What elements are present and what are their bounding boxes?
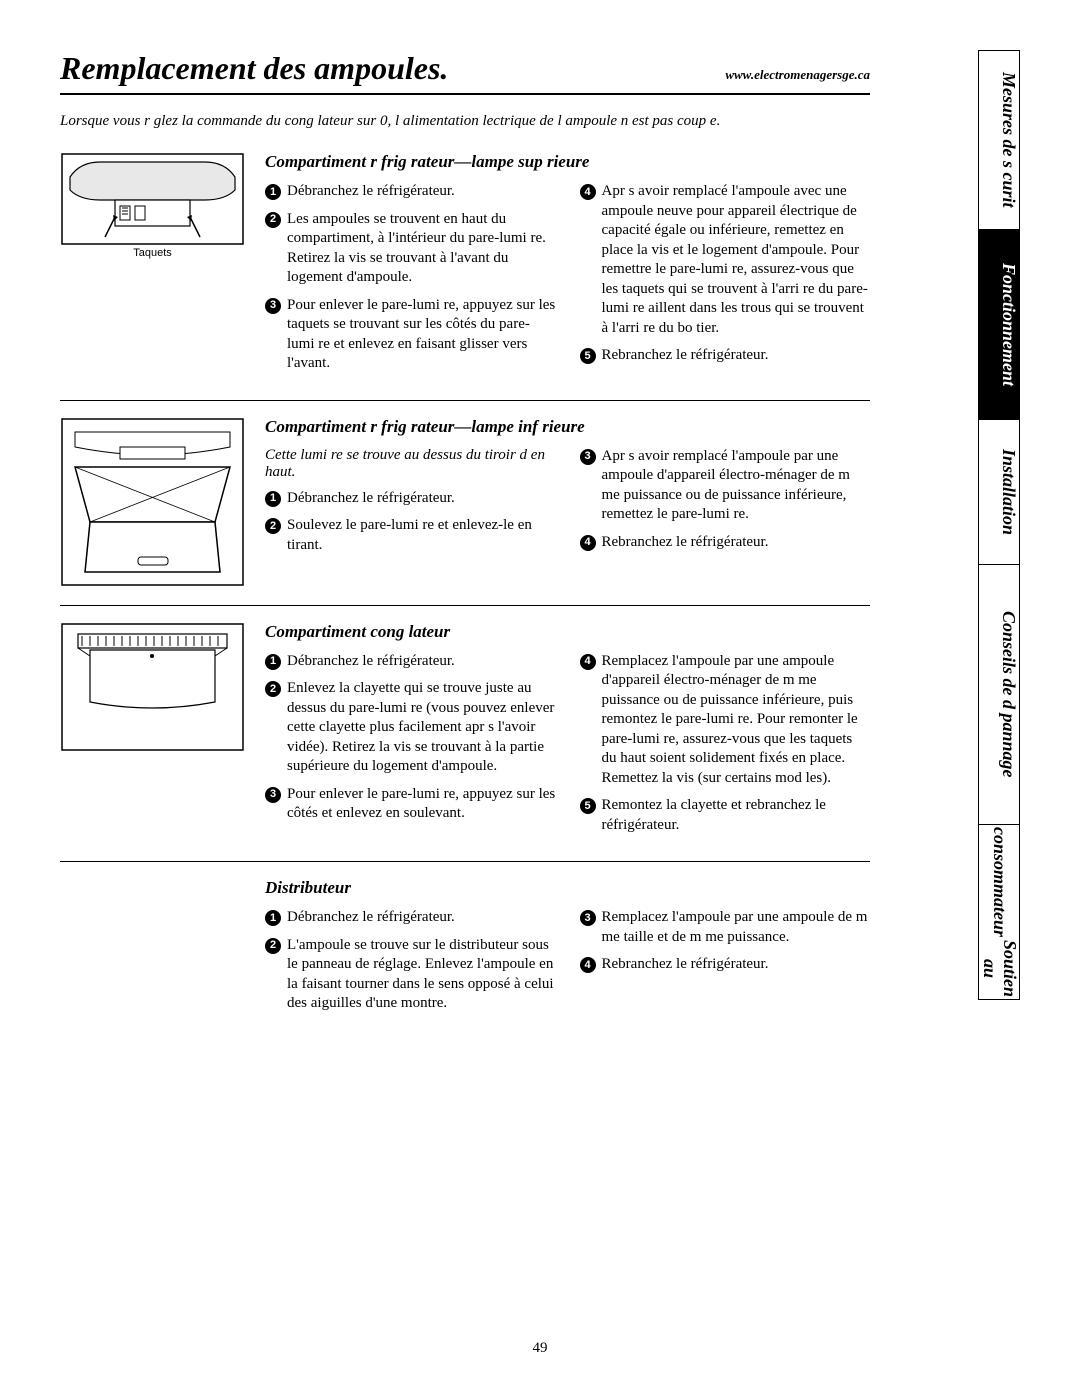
step-text: Remplacez l'ampoule par une ampoule de m… bbox=[602, 908, 871, 947]
illustration-lower bbox=[60, 417, 245, 587]
left-col: Cette lumi re se trouve au dessus du tir… bbox=[265, 447, 556, 564]
step-number: 3 bbox=[580, 910, 596, 926]
section-note: Cette lumi re se trouve au dessus du tir… bbox=[265, 447, 556, 481]
side-tab: Soutien au consommateur bbox=[978, 825, 1020, 1000]
page-number: 49 bbox=[533, 1340, 548, 1357]
step: 1 Débranchez le réfrigérateur. bbox=[265, 908, 556, 928]
step: 3 Apr s avoir remplacé l'ampoule par une … bbox=[580, 447, 871, 525]
section-freezer: Compartiment cong lateur 1 Débranchez le … bbox=[60, 622, 870, 863]
step: 3 Remplacez l'ampoule par une ampoule de … bbox=[580, 908, 871, 947]
left-col: 1 Débranchez le réfrigérateur. 2 L'ampoule … bbox=[265, 908, 556, 1022]
step-number: 4 bbox=[580, 184, 596, 200]
step-text: Apr s avoir remplacé l'ampoule par une a… bbox=[602, 447, 871, 525]
step-text: Rebranchez le réfrigérateur. bbox=[602, 533, 769, 553]
step: 1 Débranchez le réfrigérateur. bbox=[265, 652, 556, 672]
left-col: 1 Débranchez le réfrigérateur. 2 Enlevez la… bbox=[265, 652, 556, 844]
section-title: Compartiment cong lateur bbox=[265, 622, 870, 642]
intro-text: Lorsque vous r glez la commande du cong … bbox=[60, 113, 870, 130]
right-col: 3 Remplacez l'ampoule par une ampoule de … bbox=[580, 908, 871, 1022]
step: 2 L'ampoule se trouve sur le distributeur… bbox=[265, 936, 556, 1014]
illustration-dispenser bbox=[60, 878, 245, 1022]
step-number: 5 bbox=[580, 798, 596, 814]
right-col: 4 Remplacez l'ampoule par une ampoule d'a… bbox=[580, 652, 871, 844]
step: 4 Rebranchez le réfrigérateur. bbox=[580, 533, 871, 553]
step: 4 Rebranchez le réfrigérateur. bbox=[580, 955, 871, 975]
taquet-label: Taquets bbox=[133, 247, 172, 259]
step-text: Débranchez le réfrigérateur. bbox=[287, 489, 455, 509]
left-col: 1 Débranchez le réfrigérateur. 2 Les ampoul… bbox=[265, 182, 556, 382]
page-title: Remplacement des ampoules. bbox=[60, 50, 448, 87]
section-title: Distributeur bbox=[265, 878, 870, 898]
section-title: Compartiment r frig rateur—lampe inf rie… bbox=[265, 417, 870, 437]
step-text: Rebranchez le réfrigérateur. bbox=[602, 346, 769, 366]
side-tab: Conseils de d pannage bbox=[978, 565, 1020, 825]
illustration-upper: Taquets bbox=[60, 152, 245, 382]
illustration-freezer bbox=[60, 622, 245, 844]
step-text: Remontez la clayette et rebranchez le ré… bbox=[602, 796, 871, 835]
side-tab: Fonctionnement bbox=[978, 230, 1020, 420]
step-number: 3 bbox=[580, 449, 596, 465]
step-number: 1 bbox=[265, 654, 281, 670]
step: 1 Débranchez le réfrigérateur. bbox=[265, 489, 556, 509]
step-number: 1 bbox=[265, 491, 281, 507]
step-number: 4 bbox=[580, 535, 596, 551]
step: 2 Soulevez le pare-lumi re et enlevez-le … bbox=[265, 516, 556, 555]
step-number: 5 bbox=[580, 348, 596, 364]
section-upper-lamp: Taquets Compartiment r frig rateur—lampe… bbox=[60, 152, 870, 401]
tab-line: consommateur bbox=[989, 827, 1009, 937]
step: 4 Apr s avoir remplacé l'ampoule avec une… bbox=[580, 182, 871, 338]
step-number: 4 bbox=[580, 654, 596, 670]
tab-line: Soutien au bbox=[979, 940, 1019, 997]
step-text: Remplacez l'ampoule par une ampoule d'ap… bbox=[602, 652, 871, 789]
step-number: 1 bbox=[265, 910, 281, 926]
step-text: Pour enlever le pare-lumi re, appuyez su… bbox=[287, 296, 556, 374]
step-text: Apr s avoir remplacé l'ampoule avec une … bbox=[602, 182, 871, 338]
step-text: Rebranchez le réfrigérateur. bbox=[602, 955, 769, 975]
step: 2 Les ampoules se trouvent en haut du com… bbox=[265, 210, 556, 288]
step-number: 1 bbox=[265, 184, 281, 200]
step: 5 Remontez la clayette et rebranchez le r… bbox=[580, 796, 871, 835]
site-url: www.electromenagersge.ca bbox=[725, 67, 870, 83]
step-number: 3 bbox=[265, 787, 281, 803]
step: 1 Débranchez le réfrigérateur. bbox=[265, 182, 556, 202]
step: 2 Enlevez la clayette qui se trouve juste… bbox=[265, 679, 556, 777]
step: 5 Rebranchez le réfrigérateur. bbox=[580, 346, 871, 366]
step-number: 2 bbox=[265, 681, 281, 697]
step-text: Les ampoules se trouvent en haut du comp… bbox=[287, 210, 556, 288]
step: 4 Remplacez l'ampoule par une ampoule d'a… bbox=[580, 652, 871, 789]
step-text: Soulevez le pare-lumi re et enlevez-le e… bbox=[287, 516, 556, 555]
step-text: Débranchez le réfrigérateur. bbox=[287, 652, 455, 672]
step: 3 Pour enlever le pare-lumi re, appuyez s… bbox=[265, 785, 556, 824]
step-number: 2 bbox=[265, 518, 281, 534]
right-col: 3 Apr s avoir remplacé l'ampoule par une … bbox=[580, 447, 871, 564]
step-number: 4 bbox=[580, 957, 596, 973]
side-tab: Mesures de s curit bbox=[978, 50, 1020, 230]
section-dispenser: Distributeur 1 Débranchez le réfrigérateu… bbox=[60, 878, 870, 1040]
step-number: 3 bbox=[265, 298, 281, 314]
header: Remplacement des ampoules. www.electrome… bbox=[60, 50, 870, 95]
step-text: L'ampoule se trouve sur le distributeur … bbox=[287, 936, 556, 1014]
step-text: Pour enlever le pare-lumi re, appuyez su… bbox=[287, 785, 556, 824]
right-col: 4 Apr s avoir remplacé l'ampoule avec une… bbox=[580, 182, 871, 382]
step: 3 Pour enlever le pare-lumi re, appuyez s… bbox=[265, 296, 556, 374]
step-number: 2 bbox=[265, 938, 281, 954]
step-number: 2 bbox=[265, 212, 281, 228]
step-text: Débranchez le réfrigérateur. bbox=[287, 182, 455, 202]
section-lower-lamp: Compartiment r frig rateur—lampe inf rie… bbox=[60, 417, 870, 606]
side-tab: Installation bbox=[978, 420, 1020, 565]
step-text: Enlevez la clayette qui se trouve juste … bbox=[287, 679, 556, 777]
side-tabs: Mesures de s curitFonctionnementInstalla… bbox=[978, 50, 1020, 1000]
step-text: Débranchez le réfrigérateur. bbox=[287, 908, 455, 928]
section-title: Compartiment r frig rateur—lampe sup rie… bbox=[265, 152, 870, 172]
